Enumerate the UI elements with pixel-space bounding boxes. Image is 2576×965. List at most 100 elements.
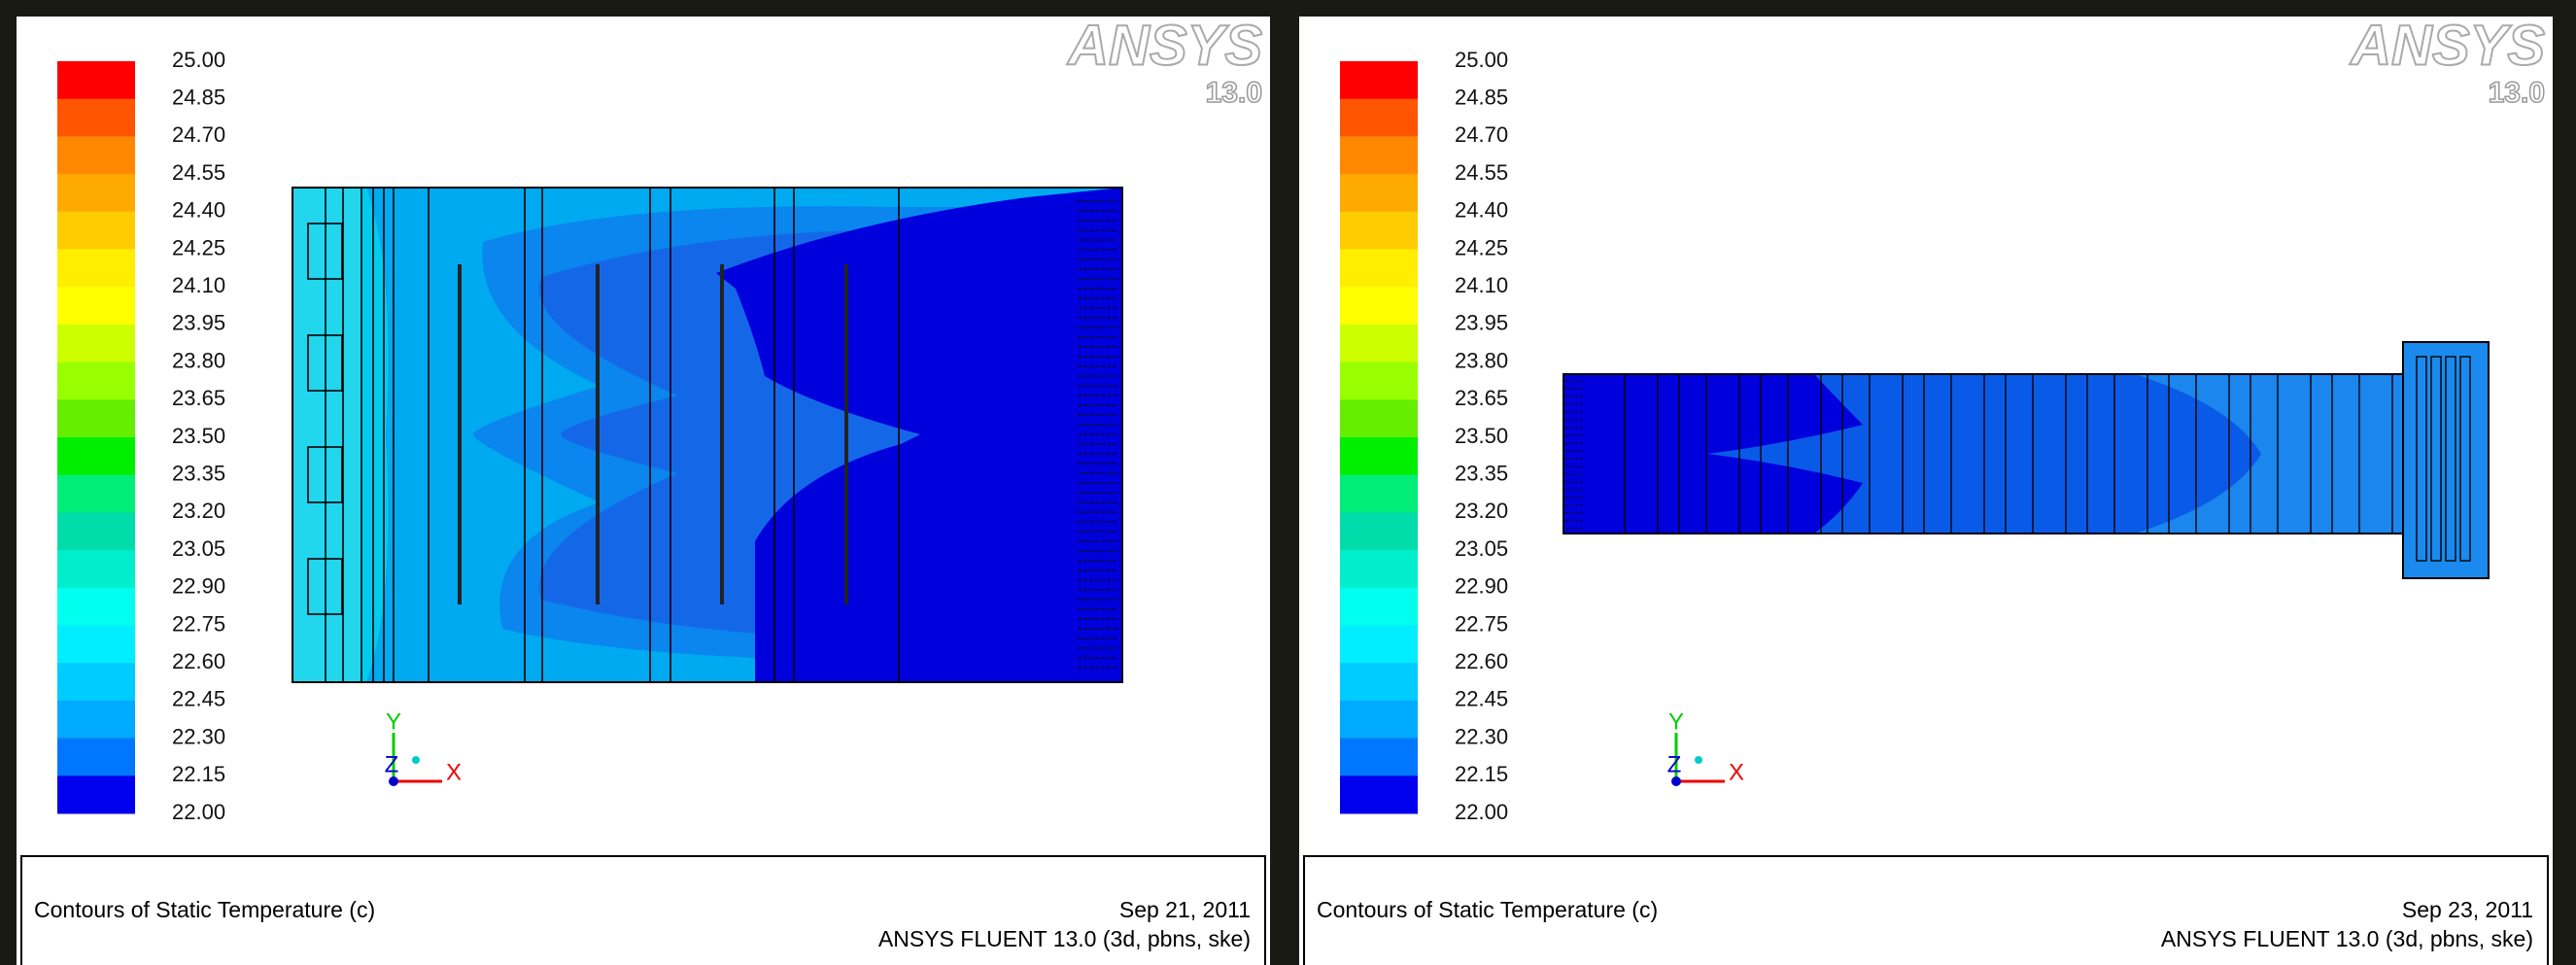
legend-swatch (57, 437, 135, 475)
legend-swatch (1340, 136, 1418, 174)
legend-swatch (1340, 250, 1418, 288)
legend-label: 24.40 (172, 198, 225, 223)
legend-swatch (1340, 362, 1418, 400)
legend-label: 22.00 (1455, 800, 1508, 824)
legend-swatch (1340, 626, 1418, 664)
legend-swatch (57, 61, 135, 99)
inlet-strip (292, 188, 361, 682)
legend-label: 22.15 (1455, 762, 1508, 786)
legend-label: 23.05 (172, 536, 225, 561)
contour-domain (292, 188, 1122, 682)
legend-swatch (1340, 174, 1418, 212)
legend-label: 22.60 (172, 649, 225, 673)
legend-swatch (57, 325, 135, 362)
legend-swatch (1340, 61, 1418, 99)
legend-label: 24.55 (172, 160, 225, 185)
axis-marker (1695, 756, 1702, 764)
legend-swatch (1340, 475, 1418, 513)
legend-swatch (1340, 99, 1418, 137)
legend-swatch (57, 701, 135, 739)
legend-label: 24.70 (172, 122, 225, 147)
legend-swatch (57, 739, 135, 776)
legend-swatch (57, 174, 135, 212)
legend-swatch (57, 250, 135, 288)
legend-label: 24.10 (1455, 273, 1508, 297)
legend-label: 22.45 (172, 687, 225, 711)
legend-label: 23.95 (172, 311, 225, 335)
legend-swatch (57, 626, 135, 664)
legend-swatch (57, 512, 135, 550)
legend-swatch (57, 136, 135, 174)
logo-version: 13.0 (2489, 77, 2545, 109)
legend-label: 22.90 (1455, 574, 1508, 599)
logo-version: 13.0 (1206, 77, 1262, 109)
legend-label: 23.50 (172, 424, 225, 448)
legend-label: 22.15 (172, 762, 225, 786)
legend-label: 22.30 (1455, 724, 1508, 748)
legend-swatch (1340, 325, 1418, 362)
legend-swatch (57, 212, 135, 250)
legend-label: 23.35 (172, 462, 225, 486)
logo: ANSYS (2349, 17, 2545, 77)
legend-label: 23.05 (1455, 536, 1508, 561)
legend-swatch (57, 362, 135, 400)
legend-swatch (57, 399, 135, 437)
legend-swatch (1340, 663, 1418, 701)
axis-label-x: X (1729, 759, 1744, 785)
legend-label: 23.20 (172, 499, 225, 523)
axis-marker (412, 756, 420, 764)
footer-software: ANSYS FLUENT 13.0 (3d, pbns, ske) (2161, 926, 2533, 951)
contour-panel: 25.00 24.85 24.70 24.55 24.40 24.25 24.10 23.95… (1299, 17, 2553, 965)
axis-label-y: Y (1668, 708, 1684, 735)
legend-label: 23.50 (1455, 424, 1508, 448)
legend-swatch (57, 775, 135, 813)
legend-swatch (1340, 701, 1418, 739)
contour-panel: 25.0024.8524.7024.5524.4024.2524.1023.95… (17, 17, 1270, 965)
legend-swatch (57, 588, 135, 626)
legend-swatch (57, 475, 135, 513)
legend-label: 24.55 (1455, 160, 1508, 185)
legend-label: 24.25 (1455, 235, 1508, 259)
legend-label: 24.10 (172, 273, 225, 297)
footer-date: Sep 21, 2011 (1119, 897, 1251, 922)
legend-label: 23.35 (1455, 462, 1508, 486)
legend-label: 23.80 (172, 348, 225, 372)
logo: ANSYS (1066, 17, 1262, 77)
legend-swatch (1340, 399, 1418, 437)
legend-label: 24.70 (1455, 122, 1508, 147)
legend-label: 23.65 (172, 386, 225, 410)
footer-title: Contours of Static Temperature (c) (1317, 897, 1658, 922)
legend-label: 22.30 (172, 724, 225, 748)
axis-label-z: Z (1667, 751, 1682, 777)
axis-label-y: Y (386, 708, 401, 735)
legend-label: 22.75 (172, 611, 225, 636)
legend-label: 24.40 (1455, 198, 1508, 223)
legend-label: 22.75 (1455, 611, 1508, 636)
legend-label: 22.90 (172, 574, 225, 599)
legend-swatch (57, 550, 135, 588)
legend-label: 23.20 (1455, 499, 1508, 523)
legend-label: 23.65 (1455, 386, 1508, 410)
legend-label: 22.00 (172, 800, 225, 824)
legend-swatch (1340, 212, 1418, 250)
legend-label: 24.25 (172, 235, 225, 259)
legend-label: 24.85 (1455, 86, 1508, 110)
legend-swatch (1340, 512, 1418, 550)
legend-swatch (57, 99, 135, 137)
legend-swatch (1340, 588, 1418, 626)
legend-swatch (1340, 437, 1418, 475)
screen: 25.00 24.85 24.70 24.55 24.40 24.25 24.10 23.95… (0, 0, 2576, 965)
footer-software: ANSYS FLUENT 13.0 (3d, pbns, ske) (878, 926, 1251, 951)
legend-label: 22.60 (1455, 649, 1508, 673)
legend-label: 22.45 (1455, 687, 1508, 711)
legend-swatch (1340, 550, 1418, 588)
legend-label: 23.80 (1455, 348, 1508, 372)
axis-label-x: X (446, 759, 462, 785)
footer-title: Contours of Static Temperature (c) (34, 897, 375, 922)
contour-domain (1563, 342, 2489, 578)
footer-date: Sep 23, 2011 (2402, 897, 2533, 922)
legend-swatch (1340, 739, 1418, 776)
legend-label: 25.00 (1455, 48, 1508, 72)
axis-origin (389, 776, 398, 786)
legend-label: 23.95 (1455, 311, 1508, 335)
